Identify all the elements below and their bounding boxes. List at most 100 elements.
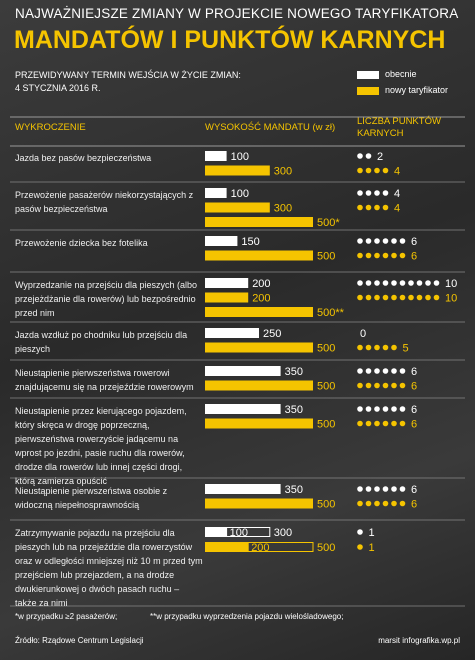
dot xyxy=(425,280,431,286)
dot xyxy=(365,368,372,374)
offence: Wyprzedzanie na przejściu dla pieszych (… xyxy=(15,280,198,318)
dot xyxy=(399,500,406,507)
dot xyxy=(365,500,372,507)
dot xyxy=(365,486,372,492)
footnote: **w przypadku wyprzedzenia pojazdu wielo… xyxy=(150,612,344,621)
dot xyxy=(357,204,363,211)
fine-bar xyxy=(205,202,270,213)
dot xyxy=(382,280,389,286)
fine-label: 200 xyxy=(252,278,270,290)
offence: Jazda wzdłuż po chodniku lub przejściu d… xyxy=(15,330,188,354)
dot xyxy=(399,420,406,427)
dot xyxy=(357,500,363,507)
dot xyxy=(433,294,440,301)
dot xyxy=(357,368,363,374)
points-label: 10 xyxy=(445,278,457,290)
credit: marsit infografika.wp.pl xyxy=(378,636,460,645)
fine-bar xyxy=(205,542,249,552)
legend-label: nowy taryfikator xyxy=(385,85,449,95)
points-dots xyxy=(357,204,389,211)
points-dots xyxy=(357,500,406,507)
dot xyxy=(391,252,397,259)
fine-label: 500 xyxy=(317,380,335,392)
dot xyxy=(374,167,380,174)
dot xyxy=(357,382,363,389)
legend-label: obecnie xyxy=(385,69,417,79)
dot xyxy=(382,167,389,174)
dot xyxy=(365,238,372,244)
offence: Przewożenie dziecka bez fotelika xyxy=(15,238,148,248)
fine-label: 300 xyxy=(274,527,292,539)
effective-label: PRZEWIDYWANY TERMIN WEJŚCIA W ŻYCIE ZMIA… xyxy=(15,70,241,80)
column-header: WYKROCZENIE xyxy=(15,122,86,133)
dot xyxy=(357,294,363,301)
points-label: 6 xyxy=(411,498,417,510)
offence: Zatrzymywanie pojazdu na przejściu dla p… xyxy=(15,528,203,608)
dot xyxy=(382,252,389,259)
points-label: 6 xyxy=(411,380,417,392)
fine-label: 300 xyxy=(274,165,292,177)
dot xyxy=(399,252,406,259)
points-dots xyxy=(357,344,397,351)
dot xyxy=(365,406,372,412)
dot xyxy=(374,280,380,286)
fine-bar xyxy=(205,418,313,429)
dot xyxy=(365,382,372,389)
dot xyxy=(399,368,406,374)
points-label: 6 xyxy=(411,236,417,248)
points-dots xyxy=(357,238,406,244)
fine-bar xyxy=(205,366,281,376)
dot xyxy=(391,382,397,389)
fine-label: 300 xyxy=(274,202,292,214)
fine-bar xyxy=(205,527,227,537)
points-dots xyxy=(357,544,363,550)
dot xyxy=(357,252,363,259)
dot xyxy=(374,420,380,427)
dot xyxy=(391,500,397,507)
title: NAJWAŻNIEJSZE ZMIANY W PROJEKCIE NOWEGO … xyxy=(15,6,459,21)
points-label: 6 xyxy=(411,366,417,378)
fine-label: 500** xyxy=(317,307,345,319)
points-dots xyxy=(357,294,440,301)
dot xyxy=(365,280,372,286)
fine-label: 500 xyxy=(317,342,335,354)
dot xyxy=(382,406,389,412)
dot xyxy=(391,344,397,351)
fine-bar xyxy=(205,250,313,261)
fine-label: 100 xyxy=(231,188,249,200)
points-dots xyxy=(357,190,389,196)
dot xyxy=(374,204,380,211)
dot xyxy=(391,294,397,301)
subtitle: MANDATÓW I PUNKTÓW KARNYCH xyxy=(14,26,446,54)
points-label: 0 xyxy=(360,328,366,340)
dot xyxy=(399,406,406,412)
dot xyxy=(391,486,397,492)
fine-bar xyxy=(205,484,281,494)
dot xyxy=(382,238,389,244)
dot xyxy=(399,238,406,244)
source: Źródło: Rządowe Centrum Legislacji xyxy=(15,636,144,645)
dot xyxy=(357,167,363,174)
fine-label: 100 xyxy=(231,151,249,163)
dot xyxy=(357,153,363,159)
footnote: *w przypadku ≥2 pasażerów; xyxy=(15,612,118,621)
points-dots xyxy=(357,382,406,389)
dot xyxy=(374,238,380,244)
fine-bar xyxy=(205,342,313,353)
points-dots xyxy=(357,486,406,492)
fine-label: 500 xyxy=(317,542,335,554)
dot xyxy=(382,368,389,374)
points-label: 2 xyxy=(377,151,383,163)
dot xyxy=(357,238,363,244)
dot xyxy=(382,420,389,427)
dot xyxy=(365,153,372,159)
points-label: 10 xyxy=(445,292,457,304)
dot xyxy=(425,294,431,301)
points-dots xyxy=(357,406,406,412)
dot xyxy=(391,238,397,244)
dot xyxy=(374,486,380,492)
dot xyxy=(365,252,372,259)
dot xyxy=(357,406,363,412)
offence: Przewożenie pasażerów niekorzystających … xyxy=(15,190,194,214)
